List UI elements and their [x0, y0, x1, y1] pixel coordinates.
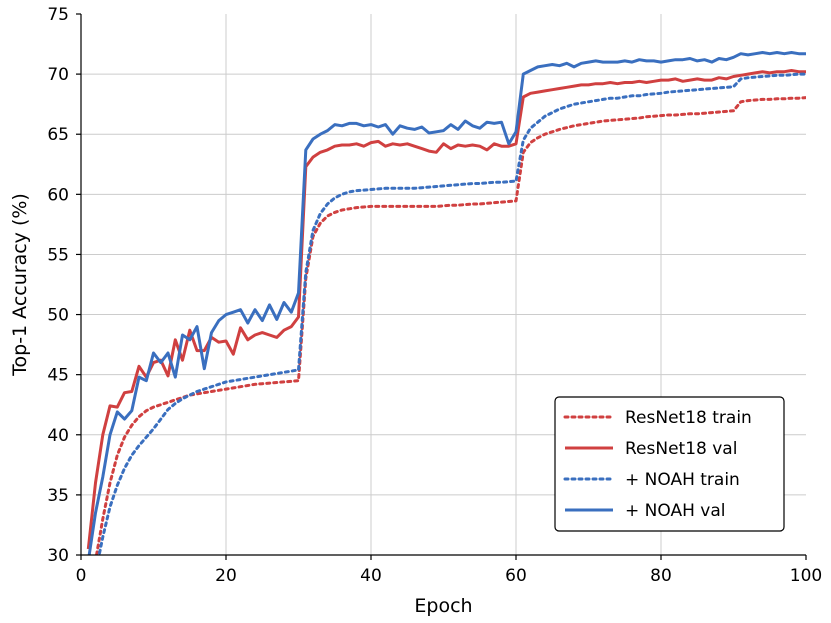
grid-lines: [81, 14, 806, 555]
y-tick-label: 75: [47, 5, 69, 25]
y-tick-label: 60: [47, 185, 69, 205]
x-tick-label: 60: [505, 566, 527, 586]
series-line-4: [87, 51, 806, 555]
x-axis-label: Epoch: [414, 595, 472, 617]
legend: ResNet18 train ResNet18 val + NOAH train + …: [554, 396, 785, 532]
series-line-3: [97, 72, 806, 555]
y-tick-label: 40: [47, 426, 69, 446]
y-tick-labels: 30 35 40 45 50 55 60 65 70 75: [47, 5, 81, 566]
legend-label: + NOAH train: [625, 470, 740, 490]
legend-label: ResNet18 train: [625, 408, 752, 428]
x-tick-labels: 0 20 40 60 80 100: [76, 555, 822, 586]
y-tick-label: 65: [47, 125, 69, 145]
y-tick-label: 50: [47, 306, 69, 326]
x-tick-label: 40: [360, 566, 382, 586]
y-tick-label: 30: [47, 546, 69, 566]
series-layer: [86, 51, 806, 555]
y-tick-label: 70: [47, 65, 69, 85]
x-tick-label: 100: [790, 566, 822, 586]
series-line-1: [95, 96, 806, 555]
y-tick-label: 35: [47, 486, 69, 506]
legend-box: [554, 396, 785, 532]
x-tick-label: 80: [650, 566, 672, 586]
y-tick-label: 45: [47, 366, 69, 386]
legend-label: ResNet18 val: [625, 439, 737, 459]
y-tick-label: 55: [47, 245, 69, 265]
y-axis-label: Top-1 Accuracy (%): [9, 193, 31, 377]
axes: [80, 14, 806, 556]
legend-label: + NOAH val: [625, 501, 725, 521]
x-tick-label: 0: [76, 566, 87, 586]
x-tick-label: 20: [215, 566, 237, 586]
